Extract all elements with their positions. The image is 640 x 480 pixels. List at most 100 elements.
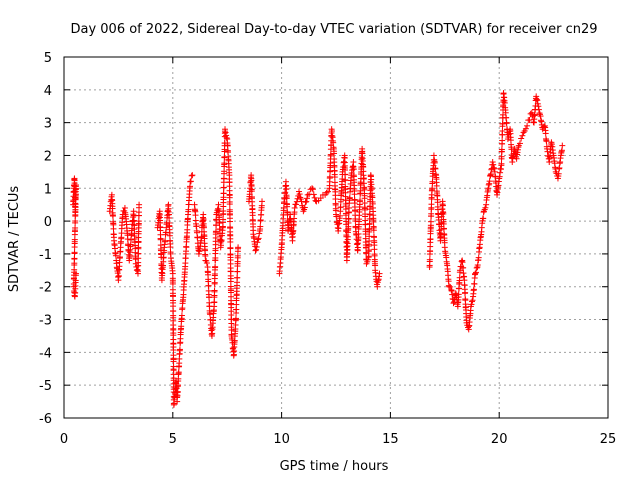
data-point <box>518 135 525 142</box>
data-point <box>167 244 174 251</box>
data-point <box>124 236 131 243</box>
data-point <box>331 174 338 181</box>
y-tick-label: 1 <box>44 182 52 197</box>
data-point <box>337 204 344 211</box>
data-point <box>222 126 229 133</box>
data-point <box>490 161 497 168</box>
data-point <box>115 272 122 279</box>
data-point <box>72 270 79 277</box>
data-point <box>480 215 487 222</box>
data-point <box>530 119 537 126</box>
y-tick-label: 5 <box>44 51 52 66</box>
data-point <box>284 203 291 210</box>
tick-layer: 0 5 10 15 20 25 -6 -5 -4 -3 -2 -1 0 1 2 3 4 5 <box>39 51 616 447</box>
data-point <box>207 311 214 318</box>
data-point <box>185 206 192 213</box>
data-point <box>110 225 117 232</box>
data-point <box>364 256 371 263</box>
data-point <box>357 197 364 204</box>
data-point <box>433 182 440 189</box>
data-point <box>256 230 263 237</box>
data-point <box>490 164 497 171</box>
data-point <box>296 188 303 195</box>
data-point <box>136 201 143 208</box>
data-point <box>524 122 531 129</box>
data-point <box>542 130 549 137</box>
data-point <box>360 175 367 182</box>
data-point <box>283 185 290 192</box>
data-point <box>535 106 542 113</box>
data-point <box>357 187 364 194</box>
data-point <box>354 241 361 248</box>
x-tick-label: 0 <box>60 432 68 447</box>
x-tick-label: 5 <box>169 432 177 447</box>
data-point <box>468 301 475 308</box>
data-point <box>309 186 316 193</box>
data-point <box>291 204 298 211</box>
y-tick-label: 0 <box>44 215 52 230</box>
data-point <box>499 137 506 144</box>
data-point <box>370 227 377 234</box>
data-point <box>540 123 547 130</box>
data-point <box>189 172 196 179</box>
data-point <box>458 258 465 265</box>
data-point <box>350 166 357 173</box>
data-point <box>72 277 79 284</box>
data-point <box>429 178 436 185</box>
data-point <box>178 312 185 319</box>
data-point <box>535 103 542 110</box>
data-point <box>254 236 261 243</box>
y-tick-label: 4 <box>44 84 52 99</box>
data-point <box>447 283 454 290</box>
data-point <box>427 235 434 242</box>
data-point <box>72 219 79 226</box>
data-point <box>255 235 262 242</box>
data-point <box>534 97 541 104</box>
data-point <box>293 201 300 208</box>
data-point <box>254 239 261 246</box>
data-point <box>221 160 228 167</box>
data-point <box>309 185 316 192</box>
data-point <box>176 346 183 353</box>
data-point <box>227 278 234 285</box>
data-point <box>427 218 434 225</box>
data-point <box>72 195 79 202</box>
y-tick-label: -5 <box>39 379 52 394</box>
data-point <box>482 204 489 211</box>
data-point <box>134 266 141 273</box>
data-point <box>71 244 78 251</box>
chart-title: Day 006 of 2022, Sidereal Day-to-day VTE… <box>70 22 597 37</box>
x-tick-label: 25 <box>600 432 617 447</box>
data-point <box>352 218 359 225</box>
data-point <box>302 199 309 206</box>
data-point <box>469 297 476 304</box>
data-point <box>130 212 137 219</box>
data-point <box>157 236 164 243</box>
data-point <box>472 270 479 277</box>
data-point <box>470 286 477 293</box>
data-point <box>439 202 446 209</box>
y-axis-label: SDTVAR / TECUs <box>7 186 22 293</box>
data-point <box>227 218 234 225</box>
data-point <box>486 178 493 185</box>
data-point <box>310 191 317 198</box>
data-point <box>460 264 467 271</box>
data-point <box>170 346 177 353</box>
data-point <box>526 116 533 123</box>
data-point <box>376 270 383 277</box>
data-point <box>248 188 255 195</box>
data-point <box>192 212 199 219</box>
data-point <box>257 223 264 230</box>
data-point <box>220 190 227 197</box>
data-point <box>71 231 78 238</box>
data-point <box>188 172 195 179</box>
data-point <box>284 221 291 228</box>
data-point <box>203 260 210 267</box>
data-point <box>325 188 332 195</box>
data-point <box>235 244 242 251</box>
data-point <box>303 198 310 205</box>
data-point <box>109 213 116 220</box>
data-point <box>345 215 352 222</box>
y-tick-label: 2 <box>44 149 52 164</box>
